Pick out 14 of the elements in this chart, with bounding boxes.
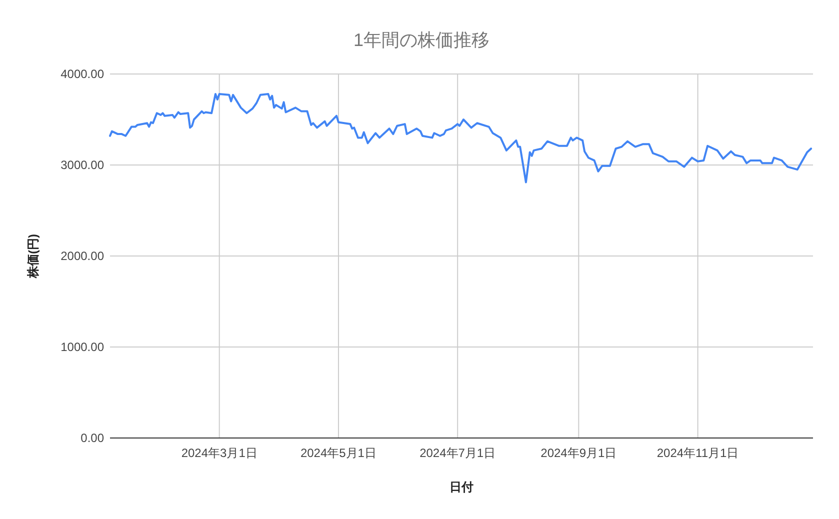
x-tick-label: 2024年11月1日 — [656, 446, 739, 460]
y-tick-label: 2000.00 — [60, 249, 104, 264]
y-tick-label: 3000.00 — [60, 158, 104, 172]
y-axis-title: 株価(円) — [26, 234, 40, 279]
x-axis-title: 日付 — [450, 480, 474, 494]
chart-title: 1年間の株価推移 — [353, 30, 490, 50]
y-tick-label: 1000.00 — [60, 340, 104, 354]
x-tick-label: 2024年3月1日 — [181, 446, 258, 460]
line-series — [109, 93, 812, 184]
x-tick-label: 2024年7月1日 — [420, 446, 496, 460]
x-tick-label: 2024年9月1日 — [540, 446, 617, 460]
y-tick-label: 4000.00 — [60, 67, 104, 82]
x-tick-label: 2024年5月1日 — [300, 446, 376, 460]
y-tick-label: 0.00 — [80, 431, 104, 446]
